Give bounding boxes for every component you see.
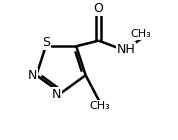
Text: CH₃: CH₃ (130, 29, 151, 39)
Text: O: O (94, 2, 104, 15)
Text: CH₃: CH₃ (89, 101, 110, 111)
Text: N: N (27, 69, 37, 82)
Text: N: N (52, 88, 61, 101)
Text: NH: NH (117, 43, 135, 56)
Text: S: S (42, 36, 50, 49)
